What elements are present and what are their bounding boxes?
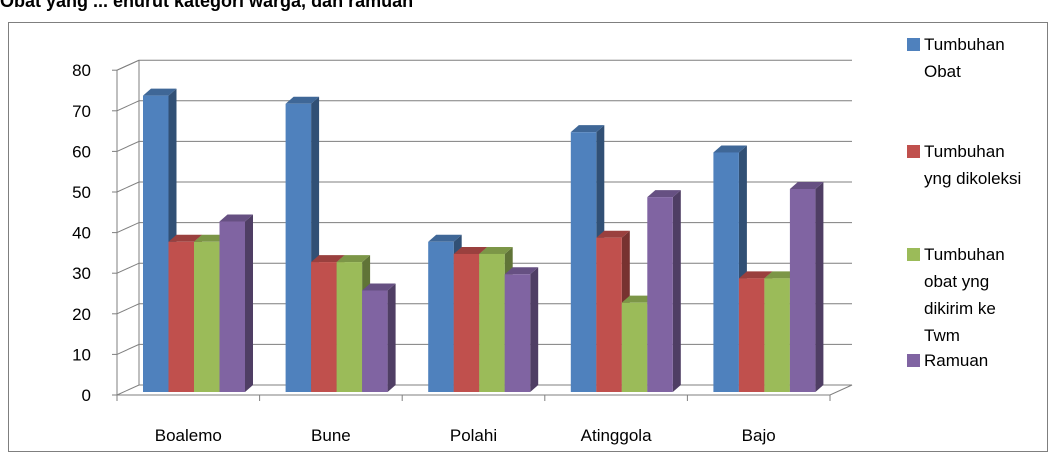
legend-label: Ramuan bbox=[924, 351, 988, 370]
y-tick-label: 0 bbox=[82, 386, 91, 405]
bar-top bbox=[285, 96, 320, 104]
bar-top bbox=[764, 271, 798, 279]
bar-side bbox=[672, 190, 681, 392]
bar-front bbox=[168, 241, 194, 392]
bar bbox=[219, 214, 253, 392]
bar-top bbox=[219, 214, 253, 222]
bar-top bbox=[789, 182, 824, 189]
bar-top bbox=[453, 246, 488, 254]
bar-front bbox=[219, 221, 245, 392]
x-tick-label: Atinggola bbox=[581, 426, 652, 445]
bar-side bbox=[245, 214, 253, 392]
page-title: Obat yang ... enurut kategori warga, dan… bbox=[0, 0, 414, 11]
legend-label: Tumbuhan Obat bbox=[924, 35, 1005, 81]
bar-side bbox=[530, 267, 539, 392]
bar-top bbox=[194, 234, 228, 242]
bar-top bbox=[713, 145, 747, 153]
bar-front bbox=[713, 152, 739, 392]
bar-top bbox=[362, 283, 396, 291]
bar bbox=[504, 267, 539, 392]
bar bbox=[789, 182, 824, 392]
bar-front bbox=[453, 253, 480, 392]
bar-top bbox=[738, 271, 773, 279]
bar-front bbox=[738, 278, 765, 392]
bar-side bbox=[815, 182, 824, 392]
y-tick-label: 10 bbox=[72, 345, 91, 364]
gridline bbox=[116, 140, 852, 152]
y-tick-label: 40 bbox=[72, 224, 91, 243]
bar-top bbox=[479, 246, 513, 254]
legend-swatch bbox=[907, 354, 920, 367]
legend-swatch bbox=[907, 145, 920, 158]
bar-top bbox=[596, 230, 630, 238]
x-tick-label: Boalemo bbox=[155, 426, 222, 445]
bar-front bbox=[504, 274, 531, 392]
bar-top bbox=[621, 295, 656, 303]
gridline bbox=[116, 181, 852, 193]
bar-top bbox=[647, 190, 681, 198]
gridline bbox=[116, 59, 852, 71]
bar-top bbox=[428, 234, 462, 242]
bar-front bbox=[194, 241, 220, 392]
y-tick-label: 60 bbox=[72, 142, 91, 161]
bar-front bbox=[336, 262, 363, 392]
bar-top bbox=[570, 125, 605, 133]
legend-swatch bbox=[907, 38, 920, 51]
legend-label: Tumbuhan obat yng dikirim ke Twm bbox=[924, 245, 1005, 345]
bar bbox=[647, 190, 681, 392]
gridline bbox=[116, 100, 852, 112]
y-tick-label: 30 bbox=[72, 264, 91, 283]
bar-front bbox=[647, 197, 673, 392]
bar-top bbox=[143, 88, 177, 96]
bar-side bbox=[387, 283, 396, 392]
bar-front bbox=[428, 241, 454, 392]
y-tick-label: 50 bbox=[72, 183, 91, 202]
bar-front bbox=[621, 302, 648, 392]
legend-swatch bbox=[907, 248, 920, 261]
bar-top bbox=[504, 267, 539, 275]
bar-top bbox=[311, 255, 345, 263]
bar-top bbox=[168, 234, 202, 242]
bar-front bbox=[143, 95, 169, 393]
bar-front bbox=[362, 290, 388, 392]
bar-front bbox=[479, 253, 505, 392]
bar-front bbox=[311, 262, 337, 392]
bar-front bbox=[570, 132, 597, 392]
x-tick-label: Bune bbox=[311, 426, 351, 445]
legend-label: Tumbuhan yng dikoleksi bbox=[924, 142, 1021, 188]
x-tick-label: Bajo bbox=[742, 426, 776, 445]
x-tick-label: Polahi bbox=[450, 426, 497, 445]
gridline bbox=[116, 222, 852, 234]
bar-top bbox=[336, 255, 371, 263]
bar-front bbox=[596, 237, 622, 392]
bar-front bbox=[789, 189, 816, 392]
bar-front bbox=[285, 103, 312, 393]
y-tick-label: 80 bbox=[72, 61, 91, 80]
bar bbox=[362, 283, 396, 392]
bar-front bbox=[764, 278, 790, 392]
y-tick-label: 20 bbox=[72, 305, 91, 324]
y-tick-label: 70 bbox=[72, 102, 91, 121]
